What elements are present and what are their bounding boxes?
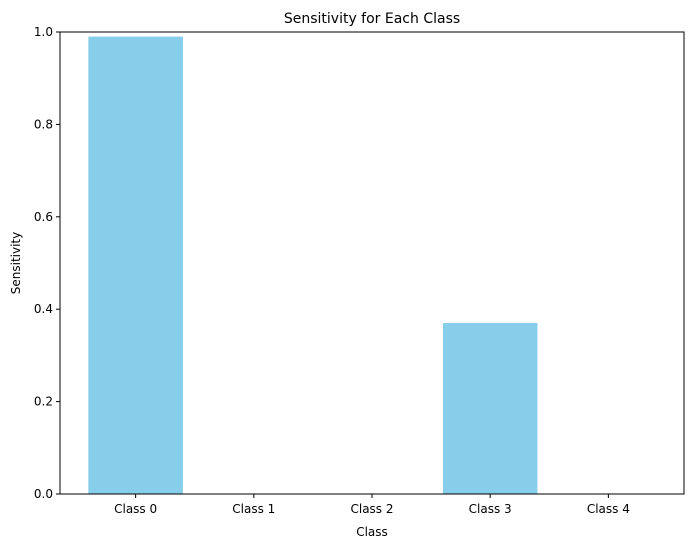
x-tick-label: Class 0 — [114, 502, 157, 516]
x-tick-label: Class 3 — [469, 502, 512, 516]
y-tick-label: 0.0 — [34, 487, 53, 501]
x-tick-label: Class 1 — [232, 502, 275, 516]
bar-class-3 — [442, 323, 538, 494]
bars-group — [88, 36, 538, 495]
x-axis-label: Class — [356, 525, 388, 539]
y-axis-label: Sensitivity — [9, 232, 23, 294]
x-tick-label: Class 4 — [587, 502, 630, 516]
y-tick-label: 0.6 — [34, 210, 53, 224]
x-tick-label: Class 2 — [350, 502, 393, 516]
y-axis: 0.0 0.2 0.4 0.6 0.8 1.0 — [34, 25, 60, 501]
bar-class-0 — [88, 36, 183, 495]
y-tick-label: 1.0 — [34, 25, 53, 39]
chart-title: Sensitivity for Each Class — [284, 11, 460, 27]
x-axis: Class 0 Class 1 Class 2 Class 3 Class 4 — [114, 494, 630, 516]
y-tick-label: 0.4 — [34, 302, 53, 316]
y-tick-label: 0.8 — [34, 117, 53, 131]
y-tick-label: 0.2 — [34, 395, 53, 409]
